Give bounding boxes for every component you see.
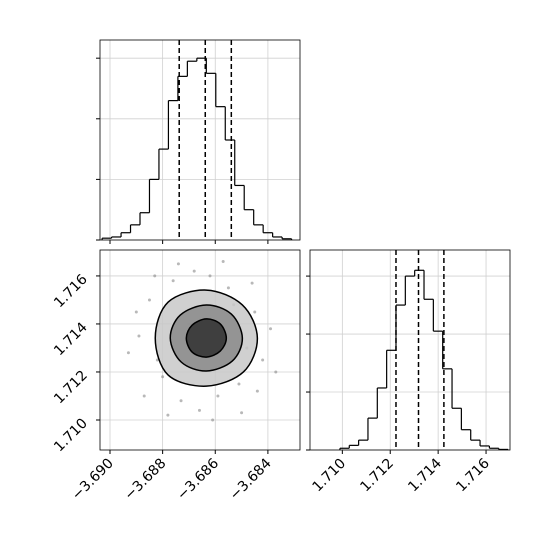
sample-point xyxy=(137,334,141,338)
panel-frame xyxy=(99,249,301,451)
x-tick-label: 1.712 xyxy=(357,456,397,496)
x-tick-label: −3.686 xyxy=(174,455,222,503)
sample-point xyxy=(197,408,201,412)
contour xyxy=(185,318,228,358)
sample-point xyxy=(192,269,196,273)
x-tick-label: −3.684 xyxy=(227,455,275,503)
panel-frame xyxy=(309,249,511,451)
x-tick-label: −3.690 xyxy=(69,456,117,504)
sample-point xyxy=(261,358,265,362)
sample-point xyxy=(255,389,259,393)
sample-point xyxy=(153,274,157,278)
y-tick-label: 1.710 xyxy=(51,416,91,456)
sample-point xyxy=(226,286,230,290)
sample-point xyxy=(269,327,273,331)
sample-point xyxy=(171,279,175,283)
sample-point xyxy=(237,382,241,386)
sample-point xyxy=(274,370,278,374)
sample-point xyxy=(240,411,244,415)
sample-point xyxy=(126,351,130,355)
sample-point xyxy=(134,310,138,314)
panel-frame xyxy=(99,39,301,241)
sample-point xyxy=(221,260,225,264)
sample-point xyxy=(142,394,146,398)
x-tick-label: 1.714 xyxy=(405,455,445,495)
sample-point xyxy=(161,375,165,379)
sample-point xyxy=(253,310,257,314)
sample-point xyxy=(166,413,170,417)
sample-point xyxy=(147,298,151,302)
sample-point xyxy=(176,262,180,266)
x-tick-label: −3.688 xyxy=(122,456,170,504)
sample-point xyxy=(208,274,212,278)
y-tick-label: 1.714 xyxy=(51,319,91,359)
sample-point xyxy=(211,418,215,422)
sample-point xyxy=(216,394,220,398)
sample-point xyxy=(179,399,183,403)
x-tick-label: 1.710 xyxy=(309,456,349,496)
y-tick-label: 1.716 xyxy=(51,271,91,311)
y-tick-label: 1.712 xyxy=(51,367,91,407)
x-tick-label: 1.716 xyxy=(453,455,493,495)
sample-point xyxy=(250,281,254,285)
